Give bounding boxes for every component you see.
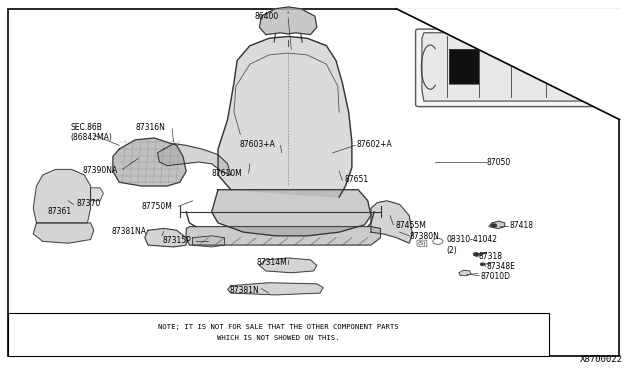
Text: 87050: 87050 (487, 157, 511, 167)
Text: 87315P: 87315P (163, 236, 191, 245)
FancyBboxPatch shape (415, 29, 610, 107)
Text: 08310-41042
(2): 08310-41042 (2) (446, 235, 497, 255)
Text: SEC.86B
(86842MA): SEC.86B (86842MA) (70, 123, 112, 142)
Text: 87380N: 87380N (409, 232, 439, 241)
Polygon shape (186, 227, 381, 245)
Polygon shape (212, 190, 371, 236)
Polygon shape (259, 258, 317, 273)
Polygon shape (422, 33, 603, 101)
Text: 87381NA: 87381NA (111, 227, 147, 235)
Text: 87602+A: 87602+A (357, 140, 393, 149)
Text: 87318: 87318 (478, 252, 502, 262)
Text: 87390NA: 87390NA (82, 166, 117, 175)
Bar (449, 49, 479, 84)
Text: 87314M: 87314M (256, 258, 287, 267)
Text: 87603+A: 87603+A (239, 140, 275, 149)
Text: X8700022: X8700022 (580, 355, 623, 364)
Text: 87361: 87361 (47, 207, 72, 217)
Circle shape (474, 253, 479, 256)
Text: 87348E: 87348E (487, 262, 516, 271)
Circle shape (492, 224, 497, 227)
Text: 87010D: 87010D (481, 272, 511, 281)
Polygon shape (228, 283, 323, 295)
Polygon shape (113, 138, 186, 186)
Text: WHICH IS NOT SHOWED ON THIS.: WHICH IS NOT SHOWED ON THIS. (218, 335, 340, 341)
Text: 87316N: 87316N (136, 123, 166, 132)
Text: 87370: 87370 (77, 199, 101, 208)
Text: 87381N: 87381N (230, 286, 259, 295)
Text: (S): (S) (418, 241, 426, 246)
Text: 87610M: 87610M (211, 169, 243, 177)
Polygon shape (371, 201, 412, 243)
FancyBboxPatch shape (8, 313, 549, 356)
Text: 87455M: 87455M (395, 221, 426, 230)
Polygon shape (193, 236, 225, 247)
Text: 87651: 87651 (344, 175, 369, 184)
Polygon shape (489, 221, 505, 228)
Polygon shape (33, 169, 91, 223)
Polygon shape (259, 7, 317, 35)
Circle shape (481, 263, 484, 265)
Polygon shape (157, 144, 231, 175)
Polygon shape (91, 188, 103, 201)
Polygon shape (459, 270, 471, 276)
Polygon shape (33, 223, 94, 243)
Polygon shape (218, 36, 352, 197)
Text: 87750M: 87750M (141, 202, 172, 211)
Bar (449, 49, 479, 84)
Polygon shape (145, 228, 186, 247)
Text: 86400: 86400 (254, 12, 278, 21)
Text: 87418: 87418 (510, 221, 534, 230)
Text: NOTE; IT IS NOT FOR SALE THAT THE OTHER COMPONENT PARTS: NOTE; IT IS NOT FOR SALE THAT THE OTHER … (158, 324, 399, 330)
Polygon shape (396, 9, 620, 119)
